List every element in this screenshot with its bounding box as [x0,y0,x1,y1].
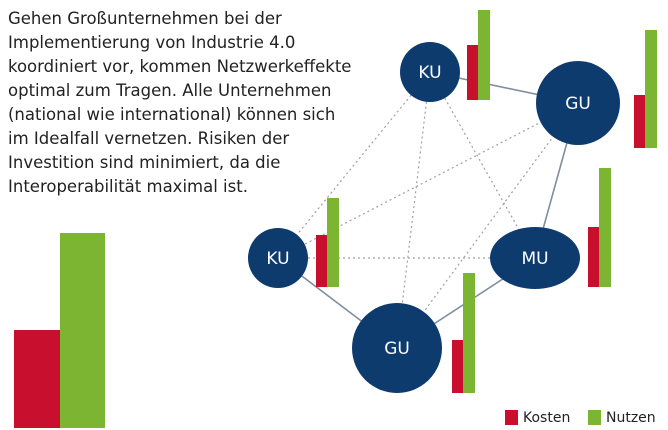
benefit-bar [478,10,490,100]
node [490,227,580,289]
node-label: GU [565,94,591,114]
text-line: Implementierung von Industrie 4.0 [8,33,295,52]
benefit-bar [645,30,657,148]
text-line: koordiniert vor, kommen Netzwerkeffekte [8,57,351,76]
cost-bar [634,95,645,148]
benefit-bar [327,198,339,287]
cost-bar [316,235,327,287]
legend: Kosten Nutzen [505,410,656,426]
cost-bar [467,45,478,100]
cost-bar [588,227,599,287]
dotted-link [429,71,536,259]
benefit-bar [463,273,475,393]
bars [14,10,657,428]
benefit-bar-large [60,233,105,428]
nodes: KU GU KU MU GU [248,42,620,393]
text-line: Interoperabilität maximal ist. [8,177,248,196]
legend-swatch [505,410,518,425]
text-block: Gehen Großunternehmen bei der Implementi… [8,9,351,196]
legend-label: Kosten [523,410,570,426]
dotted-link [396,71,431,349]
dotted-link [277,71,431,259]
node [352,303,442,393]
legend-label: Nutzen [606,410,656,426]
node-label: GU [384,339,410,359]
text-line: im Idealfall vernetzen. Risiken der [8,129,289,148]
text-line: optimal zum Tragen. Alle Unternehmen [8,81,331,100]
text-line: Gehen Großunternehmen bei der [8,9,282,28]
node-label: KU [266,249,289,269]
cost-bar-large [14,330,60,428]
node [248,228,308,288]
benefit-bar [599,168,611,287]
cost-bar [452,340,463,393]
node [536,61,620,145]
node-label: MU [521,249,548,269]
text-line: (national wie international) können sich [8,105,335,124]
text-line: Investition sind minimiert, da die [8,153,280,172]
legend-swatch [588,410,601,425]
node-label: KU [418,63,441,83]
dotted-link [396,102,579,349]
node [400,42,460,102]
